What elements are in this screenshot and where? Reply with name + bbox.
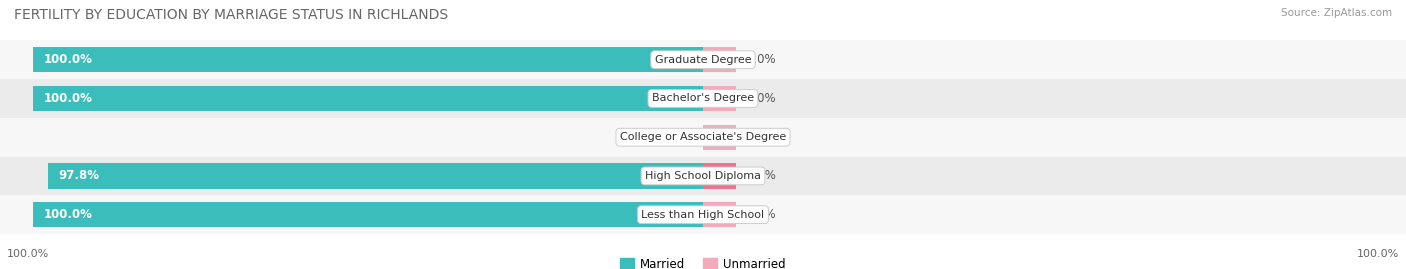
Text: Source: ZipAtlas.com: Source: ZipAtlas.com xyxy=(1281,8,1392,18)
Bar xyxy=(703,202,737,227)
Text: 0.0%: 0.0% xyxy=(664,131,693,144)
Text: 0.0%: 0.0% xyxy=(747,53,776,66)
Bar xyxy=(703,163,737,189)
Text: 97.8%: 97.8% xyxy=(58,169,100,182)
Text: 100.0%: 100.0% xyxy=(7,249,49,259)
Text: 100.0%: 100.0% xyxy=(44,208,93,221)
Text: 100.0%: 100.0% xyxy=(44,53,93,66)
Bar xyxy=(48,163,703,189)
Text: FERTILITY BY EDUCATION BY MARRIAGE STATUS IN RICHLANDS: FERTILITY BY EDUCATION BY MARRIAGE STATU… xyxy=(14,8,449,22)
Bar xyxy=(34,86,703,111)
Bar xyxy=(703,86,737,111)
Bar xyxy=(703,47,737,72)
Text: Graduate Degree: Graduate Degree xyxy=(655,55,751,65)
Text: 0.0%: 0.0% xyxy=(747,92,776,105)
Text: Less than High School: Less than High School xyxy=(641,210,765,220)
Bar xyxy=(703,125,737,150)
Bar xyxy=(34,202,703,227)
Text: 0.0%: 0.0% xyxy=(747,208,776,221)
Bar xyxy=(34,47,703,72)
Text: Bachelor's Degree: Bachelor's Degree xyxy=(652,93,754,104)
Bar xyxy=(0,118,1406,157)
Text: High School Diploma: High School Diploma xyxy=(645,171,761,181)
Bar xyxy=(0,157,1406,195)
Text: College or Associate's Degree: College or Associate's Degree xyxy=(620,132,786,142)
Bar xyxy=(0,195,1406,234)
Text: 2.2%: 2.2% xyxy=(747,169,776,182)
Bar xyxy=(0,79,1406,118)
Text: 100.0%: 100.0% xyxy=(1357,249,1399,259)
Legend: Married, Unmarried: Married, Unmarried xyxy=(620,258,786,269)
Text: 100.0%: 100.0% xyxy=(44,92,93,105)
Bar xyxy=(0,40,1406,79)
Text: 0.0%: 0.0% xyxy=(747,131,776,144)
